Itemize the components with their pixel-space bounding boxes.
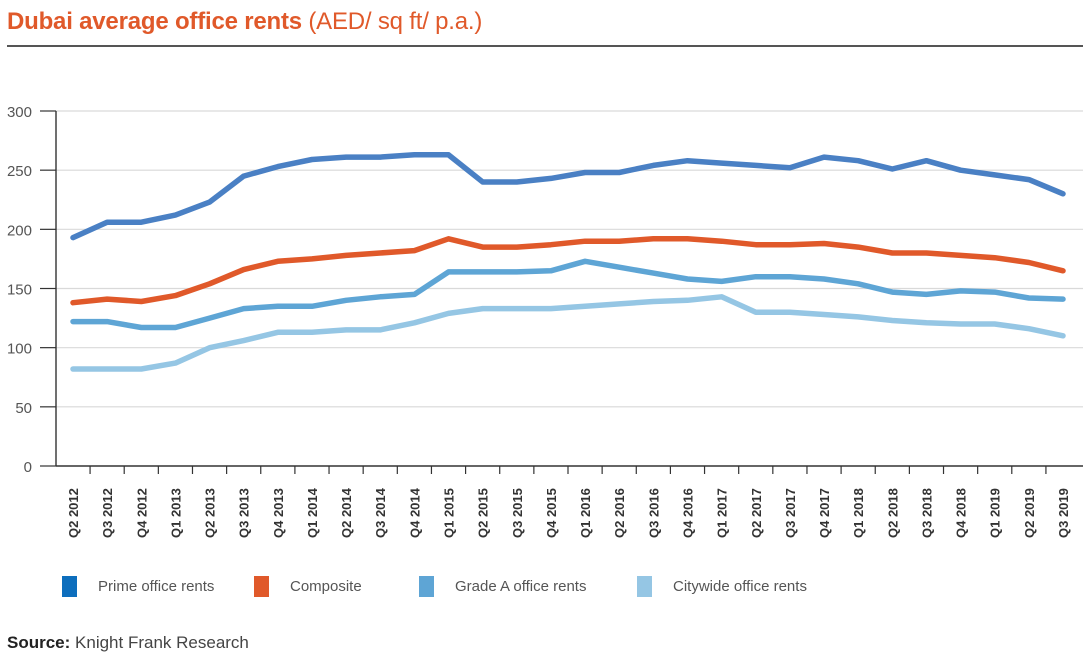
x-tick-label: Q2 2013 [203, 488, 218, 538]
x-tick-label: Q1 2015 [442, 488, 457, 538]
x-tick-label: Q4 2012 [134, 488, 149, 538]
chart-title: Dubai average office rents (AED/ sq ft/ … [7, 8, 482, 36]
x-tick-label: Q3 2014 [373, 487, 388, 538]
y-tick-label: 0 [24, 459, 32, 476]
x-tick-label: Q3 2019 [1056, 488, 1071, 538]
title-unit: (AED/ sq ft/ p.a.) [308, 8, 483, 35]
legend-label-composite: Composite [290, 577, 362, 595]
x-tick-label: Q2 2017 [749, 488, 764, 538]
series-line-grade-a-office-rents [70, 258, 1066, 331]
x-tick-label: Q3 2013 [237, 488, 252, 538]
legend-item-prime: Prime office rents [62, 574, 214, 598]
x-tick-label: Q2 2019 [1022, 488, 1037, 538]
x-tick-label: Q1 2018 [851, 488, 866, 538]
x-tick-label: Q4 2014 [407, 487, 422, 538]
legend-item-grade-a: Grade A office rents [419, 574, 586, 598]
x-tick-label: Q4 2016 [680, 488, 695, 538]
x-tick-label: Q1 2014 [305, 487, 320, 538]
series-line-composite [70, 236, 1066, 306]
source-label: Source: [7, 633, 71, 652]
y-tick-label: 100 [7, 341, 32, 358]
title-main: Dubai average office rents [7, 8, 302, 35]
x-tick-label: Q2 2014 [339, 487, 354, 538]
legend-swatch-composite [254, 575, 269, 597]
legend-label-grade-a: Grade A office rents [455, 577, 587, 595]
x-tick-label: Q3 2015 [510, 488, 525, 538]
series-line-citywide-office-rents [70, 294, 1066, 372]
x-tick-label: Q1 2019 [988, 488, 1003, 538]
y-tick-label: 200 [7, 222, 32, 239]
legend-swatch-prime [62, 575, 77, 597]
y-tick-label: 300 [7, 104, 32, 121]
legend-item-citywide: Citywide office rents [637, 574, 807, 598]
x-tick-label: Q2 2015 [476, 488, 491, 538]
source-note: Source: Knight Frank Research [7, 633, 249, 653]
y-tick-label: 50 [15, 400, 32, 417]
legend-item-composite: Composite [254, 574, 362, 598]
legend-swatch-citywide [637, 575, 652, 597]
x-tick-label: Q4 2017 [817, 488, 832, 538]
line-chart: 0 50 100 150 200 250 300 Q2 2012 Q3 2012 Q4 2012… [7, 104, 1083, 538]
x-tick-label: Q2 2018 [885, 488, 900, 538]
y-tick-label: 250 [7, 163, 32, 180]
x-tick-label: Q1 2017 [715, 488, 730, 538]
y-tick-label: 150 [7, 282, 32, 299]
x-tick-label: Q4 2013 [271, 488, 286, 538]
x-tick-label: Q1 2013 [168, 488, 183, 538]
x-tick-label: Q3 2012 [100, 488, 115, 538]
x-tick-label: Q3 2017 [783, 488, 798, 538]
x-tick-label: Q1 2016 [578, 488, 593, 538]
x-tick-label: Q4 2018 [954, 488, 969, 538]
legend-label-prime: Prime office rents [98, 577, 215, 595]
x-tick-label: Q2 2016 [612, 488, 627, 538]
source-text: Knight Frank Research [75, 633, 249, 652]
legend-label-citywide: Citywide office rents [673, 577, 807, 595]
title-rule [7, 45, 1083, 47]
x-tick-label: Q4 2015 [544, 488, 559, 538]
series-line-prime-office-rents [70, 152, 1066, 241]
x-tick-label: Q2 2012 [66, 488, 81, 538]
legend-swatch-grade-a [419, 575, 434, 597]
x-tick-label: Q3 2018 [919, 488, 934, 538]
x-tick-label: Q3 2016 [646, 488, 661, 538]
